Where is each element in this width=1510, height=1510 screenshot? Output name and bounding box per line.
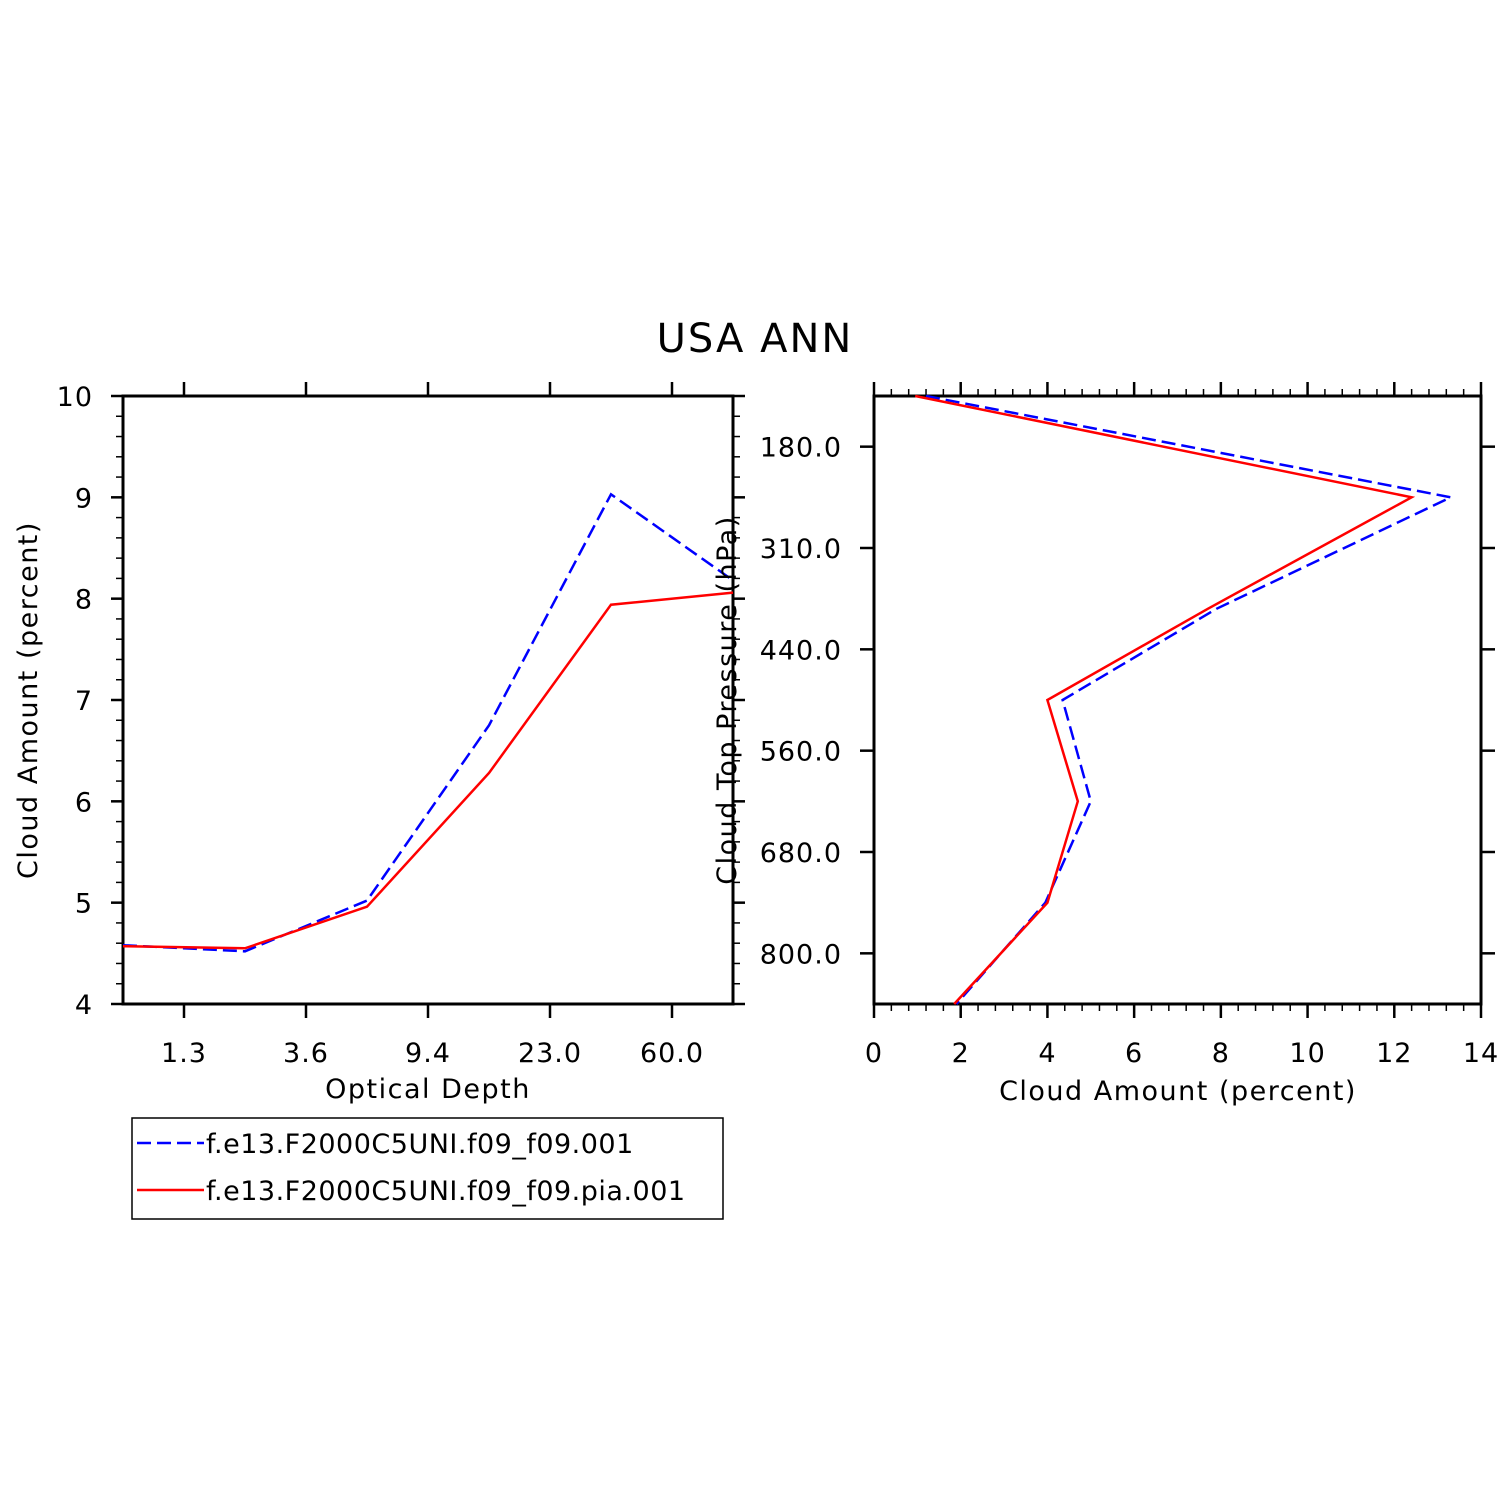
- left-y-tick-label: 6: [75, 787, 93, 818]
- left-x-tick-label: 9.4: [405, 1038, 451, 1069]
- left-y-axis-title: Cloud Amount (percent): [13, 521, 44, 879]
- left-y-tick-label: 5: [75, 889, 93, 920]
- left-x-tick-label: 1.3: [161, 1038, 207, 1069]
- pressure-panel: 0 2 4 6 8 10 12 14 180.0 310.0 440.0 560.0 680.0 800.…: [712, 382, 1499, 1107]
- right-y-tick-label: 800.0: [760, 939, 842, 970]
- right-series-line-red: [914, 394, 1416, 1005]
- right-y-tick-label: 560.0: [760, 737, 842, 768]
- left-y-tick-label: 4: [75, 990, 93, 1021]
- left-x-axis-title: Optical Depth: [325, 1074, 531, 1105]
- right-x-tick-label: 10: [1289, 1038, 1325, 1069]
- right-y-tick-label: 180.0: [760, 433, 842, 464]
- right-x-tick-label: 2: [952, 1038, 970, 1069]
- legend-label-blue: f.e13.F2000C5UNI.f09_f09.001: [206, 1129, 634, 1160]
- right-series-group: [914, 394, 1455, 1005]
- chart-title: USA ANN: [657, 316, 854, 362]
- left-x-tick-label: 3.6: [283, 1038, 329, 1069]
- left-series-line-blue: [122, 492, 734, 953]
- right-x-tick-label: 4: [1038, 1038, 1056, 1069]
- right-x-tick-label: 12: [1376, 1038, 1412, 1069]
- left-series-group: [122, 492, 734, 953]
- legend: f.e13.F2000C5UNI.f09_f09.001 f.e13.F2000…: [131, 1117, 724, 1220]
- left-y-tick-label: 9: [75, 483, 93, 514]
- legend-box: [131, 1117, 724, 1220]
- right-x-tick-label: 14: [1463, 1038, 1499, 1069]
- left-x-tick-label: 23.0: [518, 1038, 582, 1069]
- left-y-tick-label: 8: [75, 585, 93, 616]
- left-series-line-red: [122, 591, 734, 950]
- right-axis-ticks: 0 2 4 6 8 10 12 14 180.0 310.0 440.0 560.0 680.0 800.…: [760, 382, 1499, 1069]
- right-y-tick-label: 310.0: [760, 534, 842, 565]
- legend-label-red: f.e13.F2000C5UNI.f09_f09.pia.001: [206, 1176, 686, 1207]
- left-x-tick-label: 60.0: [640, 1038, 704, 1069]
- right-series-line-blue: [925, 394, 1455, 1005]
- right-y-axis-title: Cloud Top Pressure (hPa): [712, 515, 743, 885]
- left-y-tick-label: 7: [75, 686, 93, 717]
- right-y-tick-label: 440.0: [760, 635, 842, 666]
- right-x-tick-label: 8: [1212, 1038, 1230, 1069]
- right-x-tick-label: 0: [865, 1038, 883, 1069]
- right-y-tick-label: 680.0: [760, 838, 842, 869]
- right-x-tick-label: 6: [1125, 1038, 1143, 1069]
- right-plot-frame: [872, 394, 1483, 1006]
- left-axis-ticks: 4 5 6 7 8 9 10 1.3 3.6 9.4 23.0 60.0: [57, 382, 745, 1069]
- left-y-tick-label: 10: [57, 382, 93, 413]
- right-x-axis-title: Cloud Amount (percent): [999, 1076, 1357, 1107]
- left-plot-frame: [121, 394, 735, 1006]
